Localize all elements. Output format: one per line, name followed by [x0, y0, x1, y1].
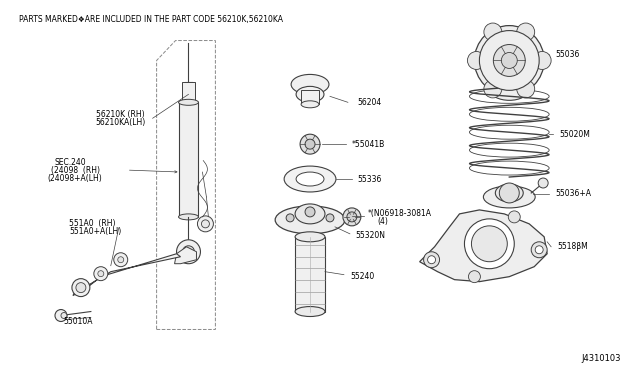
Circle shape [326, 214, 334, 222]
Circle shape [343, 208, 361, 226]
Circle shape [118, 257, 124, 263]
Circle shape [72, 279, 90, 296]
Circle shape [516, 80, 534, 98]
Bar [179, 102, 198, 217]
Ellipse shape [179, 99, 198, 105]
Circle shape [202, 220, 209, 228]
Text: 55320N: 55320N [355, 231, 385, 240]
Circle shape [300, 134, 320, 154]
Ellipse shape [295, 307, 325, 317]
Circle shape [347, 212, 357, 222]
Text: 55240: 55240 [350, 272, 374, 281]
Ellipse shape [296, 172, 324, 186]
Circle shape [484, 80, 502, 98]
Polygon shape [420, 210, 547, 282]
Circle shape [286, 214, 294, 222]
Ellipse shape [284, 166, 336, 192]
Text: *55041B: *55041B [352, 140, 385, 149]
Circle shape [467, 51, 485, 70]
Text: 56210K (RH): 56210K (RH) [96, 110, 145, 119]
Circle shape [428, 256, 436, 264]
Circle shape [94, 267, 108, 280]
Text: (24098+A(LH): (24098+A(LH) [47, 173, 102, 183]
Circle shape [472, 226, 508, 262]
Bar [182, 82, 195, 102]
Circle shape [474, 26, 544, 95]
Circle shape [198, 216, 213, 232]
Circle shape [177, 240, 200, 264]
Circle shape [305, 139, 315, 149]
Circle shape [493, 45, 525, 76]
Circle shape [499, 183, 519, 203]
Ellipse shape [301, 101, 319, 108]
Text: 55020M: 55020M [559, 130, 590, 139]
Circle shape [531, 242, 547, 258]
Circle shape [484, 23, 502, 41]
Circle shape [305, 207, 315, 217]
Text: 551A0  (RH): 551A0 (RH) [69, 219, 115, 228]
Text: *(N06918-3081A: *(N06918-3081A [368, 209, 432, 218]
Ellipse shape [483, 186, 535, 208]
Circle shape [501, 52, 517, 68]
Circle shape [114, 253, 128, 267]
Text: 55010A: 55010A [63, 317, 92, 326]
Text: SEC.240: SEC.240 [55, 158, 86, 167]
Bar [295, 237, 325, 311]
Circle shape [55, 310, 67, 321]
Circle shape [424, 252, 440, 268]
Ellipse shape [295, 232, 325, 242]
Text: (24098  (RH): (24098 (RH) [51, 166, 100, 174]
Text: 55336: 55336 [358, 174, 382, 183]
Polygon shape [73, 254, 180, 296]
Circle shape [182, 246, 195, 258]
Circle shape [465, 219, 515, 269]
Text: J4310103: J4310103 [581, 355, 621, 363]
Text: 55036: 55036 [555, 50, 579, 59]
Circle shape [508, 211, 520, 223]
Text: 56204: 56204 [358, 98, 382, 107]
Circle shape [479, 31, 539, 90]
Circle shape [468, 271, 481, 283]
Circle shape [533, 51, 551, 70]
Ellipse shape [295, 204, 325, 224]
Text: 56210KA(LH): 56210KA(LH) [96, 118, 146, 127]
Ellipse shape [490, 80, 528, 100]
Ellipse shape [179, 214, 198, 220]
Text: (4): (4) [378, 217, 388, 227]
Circle shape [98, 271, 104, 277]
Text: 551A0+A(LH): 551A0+A(LH) [69, 227, 121, 236]
Circle shape [76, 283, 86, 293]
Ellipse shape [495, 184, 524, 202]
Text: 5518βM: 5518βM [557, 242, 588, 251]
Text: 55036+A: 55036+A [555, 189, 591, 199]
Circle shape [535, 246, 543, 254]
Circle shape [538, 178, 548, 188]
Circle shape [516, 23, 534, 41]
Ellipse shape [291, 74, 329, 94]
Ellipse shape [275, 206, 345, 234]
Circle shape [61, 312, 67, 318]
Bar [301, 90, 319, 104]
Text: PARTS MARKED❖ARE INCLUDED IN THE PART CODE 56210K,56210KA: PARTS MARKED❖ARE INCLUDED IN THE PART CO… [19, 15, 283, 24]
Ellipse shape [296, 86, 324, 102]
Polygon shape [175, 247, 196, 264]
